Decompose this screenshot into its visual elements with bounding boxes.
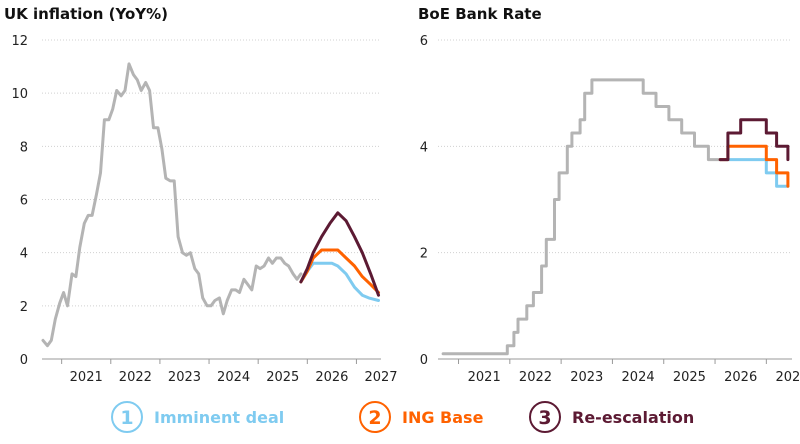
- legend-badge-2: [359, 401, 391, 433]
- inflation-series-re-escalation: [299, 211, 380, 297]
- inflation-x-tick-label: 2027: [364, 370, 397, 385]
- inflation-y-tick-label: 12: [11, 34, 28, 49]
- inflation-y-tick-label: 0: [20, 353, 28, 368]
- legend-number: 1: [120, 407, 133, 429]
- bank-rate-chart: BoE Bank Rate 0 2 4 6 2021 2022 2023 2024 2025 202…: [418, 5, 800, 385]
- bank-rate-x-tick-label: 2024: [622, 370, 655, 385]
- legend-number: 3: [538, 407, 551, 429]
- inflation-y-tick-label: 2: [20, 300, 28, 315]
- bank-rate-series-history: [441, 78, 722, 356]
- legend-label: Re-escalation: [572, 408, 694, 427]
- inflation-series-ing-base: [299, 248, 380, 294]
- bank-rate-x-tick-label: 2022: [519, 370, 552, 385]
- inflation-x-tick-label: 2021: [70, 370, 103, 385]
- inflation-chart: UK inflation (YoY%) 0 2 4 6 8 10 12 2021 2022 2023…: [4, 5, 398, 385]
- inflation-y-tick-label: 4: [20, 247, 28, 262]
- bank-rate-y-tick-label: 2: [420, 247, 428, 262]
- inflation-x-tick-label: 2025: [266, 370, 299, 385]
- bank-rate-y-tick-label: 4: [420, 140, 428, 155]
- legend-label: Imminent deal: [154, 408, 284, 427]
- inflation-x-tick-label: 2026: [315, 370, 348, 385]
- bank-rate-y-tick-label: 6: [420, 34, 428, 49]
- bank-rate-x-tick-label: 2023: [570, 370, 603, 385]
- bank-rate-x-tick-label: 2025: [673, 370, 706, 385]
- bank-rate-x-tick-label: 2027: [775, 370, 800, 385]
- inflation-x-tick-label: 2022: [119, 370, 152, 385]
- legend: 1 Imminent deal 2 ING Base 3 Re-escalation: [111, 401, 694, 433]
- inflation-x-tick-label: 2023: [168, 370, 201, 385]
- bank-rate-title: BoE Bank Rate: [418, 5, 542, 23]
- inflation-series-history: [41, 62, 303, 348]
- legend-badge-1: [111, 401, 143, 433]
- bank-rate-y-tick-label: 0: [420, 353, 428, 368]
- inflation-y-tick-label: 10: [11, 87, 28, 102]
- inflation-title: UK inflation (YoY%): [4, 5, 168, 23]
- legend-number: 2: [368, 407, 381, 429]
- bank-rate-series-re-escalation: [718, 118, 790, 162]
- legend-badge-3: [529, 401, 561, 433]
- inflation-y-tick-label: 8: [20, 140, 28, 155]
- inflation-y-tick-label: 6: [20, 194, 28, 209]
- inflation-x-tick-label: 2024: [217, 370, 250, 385]
- legend-label: ING Base: [402, 408, 484, 427]
- bank-rate-x-tick-label: 2026: [724, 370, 757, 385]
- bank-rate-x-tick-label: 2021: [468, 370, 501, 385]
